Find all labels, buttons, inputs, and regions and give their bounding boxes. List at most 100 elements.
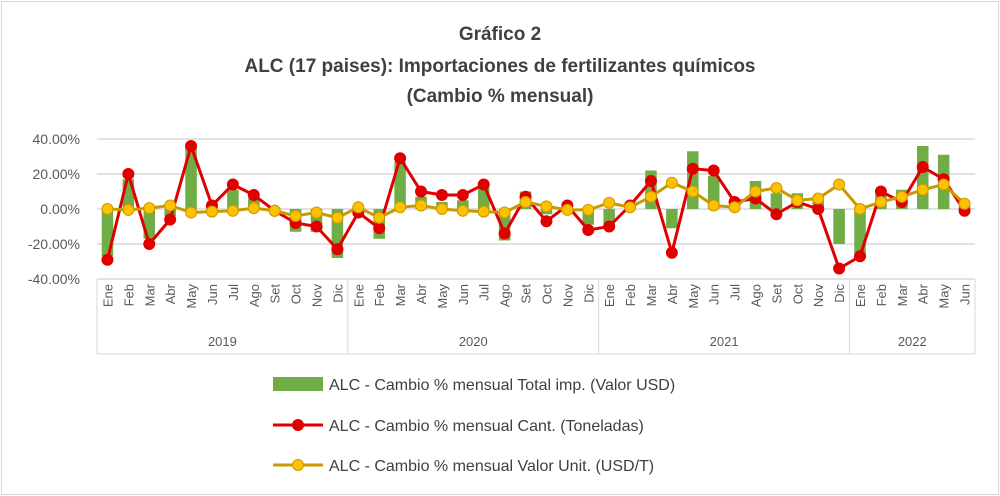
month-label: Set — [769, 284, 784, 304]
legend-label: ALC - Cambio % mensual Valor Unit. (USD/… — [329, 458, 654, 475]
month-label: Set — [519, 284, 534, 304]
bar — [770, 193, 783, 209]
unit-value-point — [624, 201, 637, 214]
bar — [143, 209, 156, 239]
quantity-point — [477, 178, 490, 191]
month-label: Feb — [623, 284, 638, 306]
unit-value-point — [143, 202, 156, 215]
unit-value-point — [958, 197, 971, 210]
month-label: Ago — [498, 284, 513, 307]
unit-value-point — [791, 194, 804, 207]
month-label: Mar — [895, 283, 910, 306]
unit-value-point — [456, 204, 469, 217]
month-label: Ene — [853, 284, 868, 307]
month-label: Oct — [539, 284, 554, 305]
month-label: Ago — [247, 284, 262, 307]
legend-swatch-marker — [292, 419, 304, 431]
bar — [666, 209, 678, 229]
unit-value-point — [603, 196, 616, 209]
quantity-point — [122, 168, 135, 180]
quantity-point — [916, 161, 929, 173]
legend-swatch-bar — [273, 377, 323, 391]
month-label: Jul — [477, 284, 492, 301]
bar — [457, 200, 469, 209]
bar — [164, 209, 176, 216]
unit-value-point — [561, 203, 574, 216]
month-label: Oct — [790, 284, 805, 305]
year-label: 2019 — [208, 334, 237, 349]
quantity-point — [854, 250, 867, 263]
month-label: May — [184, 284, 199, 309]
y-tick-label: -40.00% — [28, 271, 80, 287]
year-label: 2022 — [898, 334, 927, 349]
unit-value-point — [854, 203, 867, 215]
unit-value-point — [916, 183, 929, 196]
quantity-point — [644, 175, 657, 187]
unit-value-point — [373, 211, 386, 224]
month-label: Ene — [351, 284, 366, 307]
bar — [645, 170, 657, 209]
quantity-point — [247, 189, 260, 201]
quantity-point — [498, 227, 511, 240]
month-label: Oct — [289, 284, 304, 305]
unit-value-point — [435, 203, 448, 215]
bar — [854, 209, 866, 258]
month-label: Jul — [728, 284, 743, 301]
quantity-point — [603, 220, 616, 233]
bar — [310, 209, 323, 232]
unit-value-point — [540, 200, 553, 213]
quantity-point — [707, 164, 720, 177]
bar — [687, 151, 699, 209]
unit-value-point — [122, 203, 135, 216]
unit-value-point — [164, 199, 177, 212]
quantity-point — [164, 213, 177, 226]
month-label: May — [937, 284, 952, 309]
unit-value-point — [812, 192, 825, 205]
quantity-point — [686, 162, 699, 175]
unit-value-point — [519, 196, 532, 208]
month-label: Jul — [226, 284, 241, 301]
year-label: 2021 — [710, 334, 739, 349]
bar — [331, 209, 344, 258]
quantity-point — [874, 185, 887, 198]
unit-value-point — [937, 178, 950, 191]
unit-value-point — [477, 205, 490, 218]
unit-value-point — [833, 178, 846, 191]
quantity-point — [373, 222, 386, 235]
bar — [582, 209, 595, 225]
month-label: Abr — [414, 283, 429, 304]
unit-value-point — [268, 204, 281, 217]
unit-value-point — [582, 203, 595, 216]
month-label: Abr — [163, 283, 178, 304]
bar — [833, 209, 845, 244]
bar — [227, 189, 239, 209]
legend-label: ALC - Cambio % mensual Cant. (Toneladas) — [329, 418, 644, 435]
legend-label: ALC - Cambio % mensual Total imp. (Valor… — [329, 377, 675, 394]
unit-value-point — [874, 196, 887, 208]
quantity-point — [331, 243, 344, 256]
bar — [707, 175, 720, 209]
unit-value-point — [728, 201, 741, 214]
quantity-point — [226, 178, 239, 191]
y-tick-label: 20.00% — [33, 166, 80, 182]
y-tick-label: 40.00% — [33, 131, 80, 147]
quantity-point — [310, 220, 323, 233]
month-label: Abr — [916, 283, 931, 304]
unit-value-point — [895, 190, 908, 203]
year-label: 2020 — [459, 334, 488, 349]
unit-value-point — [352, 201, 365, 214]
month-label: Ago — [749, 284, 764, 307]
month-label: Feb — [372, 284, 387, 306]
quantity-point — [435, 189, 448, 201]
month-label: Mar — [142, 283, 157, 306]
unit-value-point — [770, 182, 783, 194]
unit-value-point — [686, 185, 699, 198]
legend-swatch-marker — [292, 459, 304, 471]
quantity-point — [833, 262, 846, 275]
month-label: Nov — [310, 284, 325, 308]
bar — [101, 209, 114, 257]
unit-value-point — [185, 206, 198, 219]
month-label: Ene — [602, 284, 617, 307]
quantity-point — [812, 203, 825, 215]
